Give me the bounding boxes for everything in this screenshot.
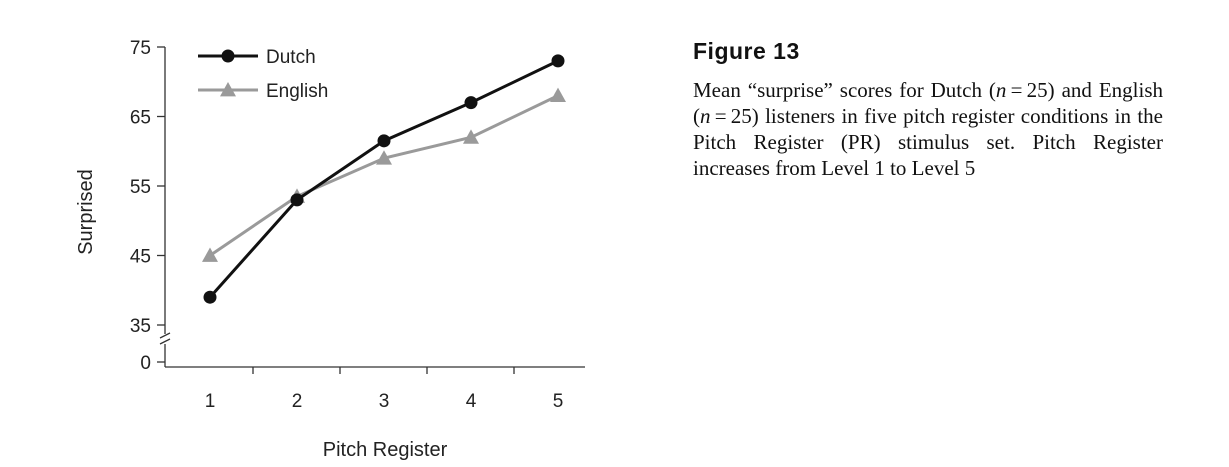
data-point-english: [376, 150, 392, 165]
series-line-english: [209, 94, 559, 257]
axis-break-mark: [159, 338, 171, 345]
legend-marker-english: [220, 82, 236, 97]
data-point-dutch: [290, 193, 304, 207]
figure-title: Figure 13: [693, 38, 800, 64]
legend-label-english: English: [266, 81, 328, 102]
data-point-dutch: [377, 134, 391, 148]
y-tick-label: 45: [130, 247, 151, 268]
series-dutch: [203, 54, 565, 304]
y-tick-label: 55: [130, 177, 151, 198]
series-line-dutch: [208, 59, 559, 299]
y-tick-label: 35: [130, 316, 151, 337]
figure-caption-text: Mean “surprise” scores for Dutch (n = 25…: [693, 78, 1163, 180]
x-axis-title: Pitch Register: [323, 439, 448, 461]
chart-legend: Dutch English: [198, 47, 328, 102]
y-axis-title: Surprised: [75, 169, 97, 255]
x-tick-label: 2: [292, 391, 303, 412]
data-point-dutch: [464, 96, 478, 110]
legend-item-dutch: Dutch: [198, 47, 316, 68]
legend-marker-dutch: [221, 49, 235, 63]
legend-label-dutch: Dutch: [266, 47, 316, 68]
figure-caption: Figure 13 Mean “surprise” scores for Dut…: [693, 38, 1163, 181]
data-point-english: [463, 129, 479, 144]
x-tick-label: 1: [205, 391, 216, 412]
x-tick-label: 5: [553, 391, 564, 412]
data-point-dutch: [551, 54, 565, 68]
data-point-english: [550, 87, 566, 103]
data-point-english: [202, 247, 218, 262]
y-tick-label: 75: [130, 38, 151, 59]
data-point-dutch: [203, 290, 217, 304]
chart-series: [202, 54, 566, 304]
axis-break-mark: [159, 332, 171, 339]
x-tick-label: 4: [466, 391, 477, 412]
y-tick-label: 0: [140, 353, 151, 374]
series-english: [202, 87, 566, 262]
y-tick-label: 65: [130, 108, 151, 129]
x-tick-label: 3: [379, 391, 390, 412]
legend-item-english: English: [198, 81, 328, 102]
